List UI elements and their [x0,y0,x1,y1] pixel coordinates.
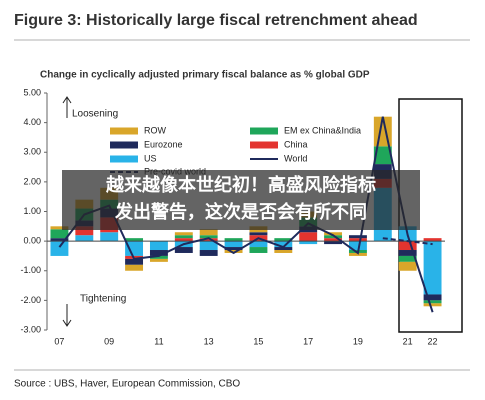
bar-segment [299,241,318,245]
annotation: Tightening [80,294,126,305]
bar-segment [398,241,417,251]
bar-segment [125,264,144,271]
bar-segment [348,238,367,242]
x-tick-label: 21 [403,336,413,346]
bar-segment [274,250,293,253]
bar-segment [174,238,193,242]
y-tick-label: 5.00 [23,87,41,97]
bar-segment [224,247,243,251]
y-tick-label: 1.00 [23,206,41,216]
x-tick-label: 07 [54,336,64,346]
arrow-head [62,96,72,104]
bar-segment [423,300,442,304]
x-tick-label: 13 [204,336,214,346]
arrow-head [62,319,72,327]
y-tick-label: -3.00 [20,324,41,334]
bar-segment [324,241,343,245]
x-tick-label: 19 [353,336,363,346]
bar-segment [199,238,218,242]
y-tick-label: 4.00 [23,117,41,127]
bar-segment [50,238,69,242]
bar-segment [149,250,168,256]
bar-segment [224,241,243,248]
x-tick-label: 11 [154,336,163,346]
bar-segment [224,250,243,253]
bar-segment [75,226,94,236]
bar-segment [174,247,193,253]
bar-segment [174,235,193,239]
banner-bg [62,170,420,230]
legend-swatch [110,127,138,135]
bar-segment [348,241,367,251]
bar-segment [199,229,218,236]
bar-segment [348,252,367,256]
x-tick-label: 17 [303,336,313,346]
bar-segment [324,238,343,242]
bar-segment [50,241,69,256]
bar-segment [75,235,94,242]
legend-label: World [284,153,307,163]
bar-segment [125,258,144,265]
bar-segment [324,232,343,236]
legend-label: China [284,139,308,149]
bar-segment [199,241,218,251]
bar-segment [224,238,243,242]
bar-segment [398,250,417,256]
x-tick-label: 15 [253,336,263,346]
legend-swatch [250,127,278,135]
legend-swatch [110,155,138,163]
bar-segment [423,303,442,307]
bar-segment [423,294,442,301]
bar-segment [199,235,218,239]
chart-title: Figure 3: Historically large fiscal retr… [14,12,418,29]
bar-segment [149,241,168,251]
bar-segment [274,238,293,242]
y-tick-label: 2.00 [23,176,41,186]
bar-segment [100,232,119,242]
bar-segment [398,261,417,271]
bar-segment [274,241,293,248]
banner-text: 发出警告，这次是否会有所不同 [114,201,367,222]
legend: ROW EM ex China&India Eurozone China US World… [110,125,361,176]
chart-subtitle: Change in cyclically adjusted primary fi… [40,70,370,81]
y-tick-label: 3.00 [23,147,41,157]
bar-segment [423,241,442,295]
bar-segment [249,232,268,236]
bar-segment [50,229,69,239]
bar-segment [324,235,343,239]
bar-segment [373,146,392,165]
bar-segment [299,232,318,242]
legend-swatch [250,141,278,149]
banner-text: 越来越像本世纪初！高盛风险指标 [105,174,376,195]
bar-segment [423,238,442,242]
bar-segment [274,247,293,251]
bar-segment [398,255,417,262]
source: Source : UBS, Haver, European Commission… [14,379,240,390]
bar-segment [174,232,193,236]
bar-segment [125,238,144,242]
legend-swatch [110,141,138,149]
bar-segment [199,250,218,256]
legend-label: US [144,153,157,163]
legend-label: Eurozone [144,139,183,149]
x-tick-label: 09 [104,336,114,346]
y-tick-label: -2.00 [20,295,41,305]
bar-segment [149,255,168,259]
legend-label: ROW [144,125,167,135]
bar-segment [348,235,367,239]
y-tick-label: 0.00 [23,236,41,246]
y-tick-label: -1.00 [20,265,41,275]
annotation: Loosening [72,109,118,120]
bar-segment [149,258,168,262]
bar-segment [125,241,144,256]
line-series [382,237,433,246]
bar-segment [50,226,69,230]
legend-label: EM ex China&India [284,125,361,135]
bar-segment [249,241,268,248]
bar-segment [249,247,268,253]
overlay: 越来越像本世纪初！高盛风险指标 发出警告，这次是否会有所不同 [62,170,420,230]
x-tick-label: 22 [428,336,438,346]
